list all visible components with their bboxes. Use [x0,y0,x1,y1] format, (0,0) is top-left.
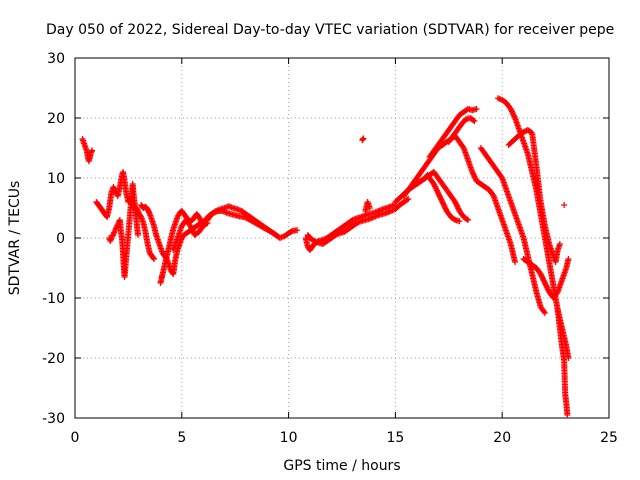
data-point [456,218,463,225]
data-point [294,227,301,234]
data-point [273,232,280,239]
data-point [274,233,281,240]
series-arc-i [304,196,412,247]
data-point [135,232,142,238]
data-point [498,173,505,180]
grid [75,58,609,418]
y-axis-label: SDTVAR / TECUs [7,181,23,296]
data-point [541,308,548,315]
x-tick-label: 15 [386,430,404,446]
y-tick-label: -20 [42,351,65,367]
data-point [565,256,572,262]
y-tick-label: -10 [42,291,65,307]
data-marks [79,95,572,418]
series-arc-l [400,133,519,265]
series-arc-m [413,169,472,223]
y-tick-label: 10 [47,171,65,187]
data-point [465,217,472,223]
series-arc-o [445,115,478,145]
x-tick-label: 25 [600,430,618,446]
data-point [553,290,560,297]
data-point [470,117,477,124]
axis-ticks: 0 5 10 15 20 25 -30 -20 -10 0 10 20 30 [42,51,618,446]
series-arc-c [133,205,158,262]
series-arc-early [79,136,96,165]
data-point [150,255,157,261]
y-tick-label: -30 [42,411,65,427]
data-point [489,191,496,198]
chart-title: Day 050 of 2022, Sidereal Day-to-day VTE… [46,22,614,38]
data-point [511,113,518,120]
data-point [405,196,412,202]
data-point [204,220,211,226]
data-point [151,256,158,262]
data-point [203,220,210,227]
series-arc-d [138,202,160,238]
data-point [556,241,563,247]
series-arc-isolated [359,135,367,144]
data-point [404,196,411,203]
data-point [473,106,480,112]
series-arc-u [561,202,568,208]
data-point [360,135,367,142]
data-point [512,259,519,265]
data-point [459,143,466,150]
data-point [366,205,373,211]
x-tick-label: 0 [71,430,80,446]
series-arc-s [520,256,572,301]
y-tick-label: 20 [47,111,65,127]
series-arc-r [505,127,563,265]
series-arc-j [362,199,373,214]
y-tick-label: 30 [47,51,65,67]
data-point [89,147,96,154]
data-point [561,202,568,208]
data-point [564,412,571,418]
y-tick-label: 0 [56,231,65,247]
data-point [463,216,470,223]
series-arc-t [554,307,571,418]
data-point [541,310,548,316]
x-tick-label: 5 [177,430,186,446]
x-tick-label: 10 [280,430,298,446]
data-point [471,118,478,124]
x-tick-label: 20 [493,430,511,446]
series-arc-g [170,217,211,253]
series-arc-n [426,106,480,160]
x-axis-label: GPS time / hours [283,458,400,474]
